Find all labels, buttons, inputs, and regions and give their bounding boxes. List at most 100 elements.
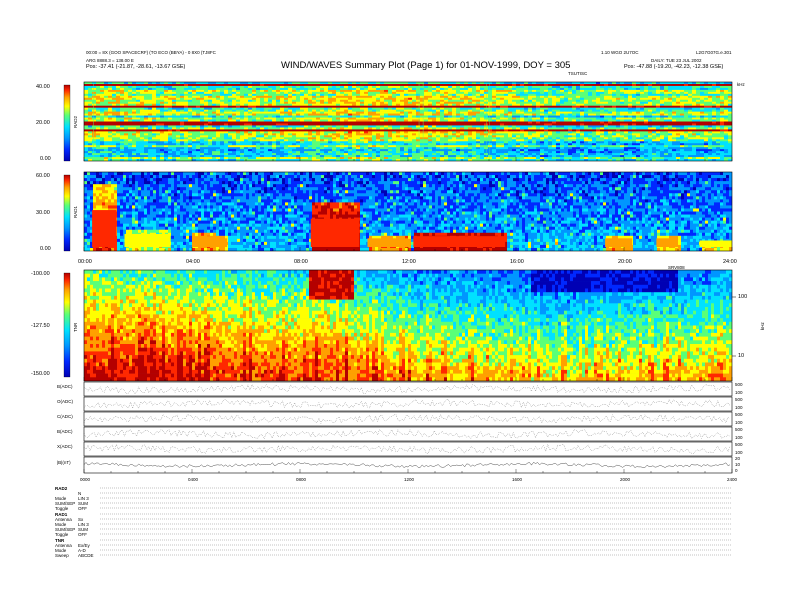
tnr-colorbar bbox=[63, 272, 71, 378]
time-axis-ticks bbox=[83, 157, 733, 473]
rad1-spectrogram bbox=[84, 172, 732, 251]
mode-rad1-row0-val: Sx bbox=[78, 517, 84, 522]
rad1-panel bbox=[63, 171, 733, 252]
mode-rad2-row1-key: Mode bbox=[55, 496, 67, 501]
tnr-tick-bottom: -150.00 bbox=[31, 371, 50, 377]
tnr-corner-label: SRV808 bbox=[668, 265, 685, 270]
rad1-colorbar bbox=[63, 174, 71, 252]
time-label-5: 20:00 bbox=[618, 259, 632, 265]
rad1-label: RAD1 bbox=[73, 205, 78, 218]
rad1-burst-7 bbox=[605, 238, 633, 247]
strip-frame-2 bbox=[83, 411, 733, 427]
rad1-burst-9 bbox=[699, 240, 732, 247]
header-date: DAILY: TUE 23 JUL 2002 bbox=[651, 58, 702, 63]
mode-tnr-row2-key: Sweep bbox=[55, 553, 69, 558]
bottom-time-1: 0400 bbox=[188, 477, 199, 482]
time-label-2: 08:00 bbox=[294, 259, 308, 265]
strip-label-1: O(ADC) bbox=[57, 399, 73, 404]
rad2-unit-label: kHz bbox=[737, 82, 745, 87]
mode-rad1-row1-key: Mode bbox=[55, 522, 67, 527]
strip-frame-1 bbox=[83, 396, 733, 412]
rad1-burst-1 bbox=[124, 233, 171, 247]
bottom-time-4: 1600 bbox=[512, 477, 523, 482]
header-pos-left: Pos: -37.41 (-21.87, -28.61, -13.67 GSE) bbox=[86, 64, 186, 70]
tnr-right-tick-100: 100 bbox=[738, 294, 748, 300]
mode-rad2-row0-val: N bbox=[78, 491, 82, 496]
time-label-0: 00:00 bbox=[78, 259, 92, 265]
rad1-burst-6 bbox=[413, 236, 506, 247]
mode-dotted-lines bbox=[100, 487, 732, 556]
rad1-burst-8 bbox=[656, 238, 678, 247]
time-label-6: 24:00 bbox=[723, 259, 737, 265]
strip-frame-4 bbox=[83, 441, 733, 457]
strip-trace-5 bbox=[83, 462, 731, 468]
time-label-3: 12:00 bbox=[402, 259, 416, 265]
time-series-strips bbox=[83, 381, 733, 474]
strip-3-tick-b: 100 bbox=[735, 435, 743, 440]
mode-tnr-title: TNR bbox=[55, 538, 65, 543]
mode-rad2-row3-key: Toggle bbox=[55, 506, 69, 511]
strip-4-tick-b: 100 bbox=[735, 450, 743, 455]
tnr-panel bbox=[63, 269, 736, 382]
rad2-colorbar bbox=[63, 84, 71, 162]
rad2-tick-mid: 20.00 bbox=[36, 120, 50, 126]
mode-rad2-row2-key: SUM/SEP bbox=[55, 501, 76, 506]
rad1-burst-4 bbox=[310, 218, 360, 247]
mode-rad2-row2-val: SUM bbox=[78, 501, 88, 506]
mode-tnr-row0-key: Antenna bbox=[55, 543, 72, 548]
mode-rad1-row2-val: SUM bbox=[78, 527, 88, 532]
strip-3-tick-a: 500 bbox=[735, 427, 743, 432]
strip-5-tick-a: 20 bbox=[735, 456, 741, 461]
time-label-1: 04:00 bbox=[186, 259, 200, 265]
bottom-time-3: 1200 bbox=[404, 477, 415, 482]
strip-label-5: |B|(nT) bbox=[57, 460, 71, 465]
header-pos-right: Pos: -47.88 (-19.20, -42.23, -12.38 GSE) bbox=[624, 64, 724, 70]
strip-frame-3 bbox=[83, 426, 733, 442]
tnr-right-unit: kHz bbox=[760, 322, 765, 330]
tnr-right-tick-10: 10 bbox=[738, 353, 745, 359]
strip-frame-0 bbox=[83, 381, 733, 397]
rad1-burst-3 bbox=[208, 238, 228, 247]
bottom-time-5: 2000 bbox=[620, 477, 631, 482]
strip-5-tick-b: 10 bbox=[735, 462, 741, 467]
mode-rad2-title: RAD2 bbox=[55, 486, 68, 491]
strip-trace-4 bbox=[83, 443, 731, 454]
rad2-label: RAD2 bbox=[73, 115, 78, 128]
strip-4-tick-a: 500 bbox=[735, 442, 743, 447]
rad2-tick-bottom: 0.00 bbox=[40, 156, 51, 162]
tnr-tick-top: -100.00 bbox=[31, 271, 50, 277]
bottom-time-6: 2400 bbox=[727, 477, 738, 482]
mode-rad2-row3-val: OFF bbox=[78, 506, 87, 511]
strip-label-3: B(ADC) bbox=[57, 429, 73, 434]
rad1-tick-mid: 30.00 bbox=[36, 210, 50, 216]
strip-2-tick-b: 100 bbox=[735, 420, 743, 425]
strip-1-tick-b: 100 bbox=[735, 405, 743, 410]
bottom-time-2: 0800 bbox=[296, 477, 307, 482]
rad2-panel bbox=[63, 81, 733, 162]
mode-rad1-row0-key: Antenna bbox=[55, 517, 72, 522]
bottom-time-0: 0000 bbox=[80, 477, 91, 482]
strip-trace-2 bbox=[83, 414, 731, 424]
header-file: L2G7G07G.e.301 bbox=[696, 50, 732, 55]
rad2-tick-top: 40.00 bbox=[36, 84, 50, 90]
mode-rad1-row2-key: SUM/SEP bbox=[55, 527, 76, 532]
rad1-burst-2 bbox=[192, 236, 214, 247]
strip-label-4: X(ADC) bbox=[57, 444, 73, 449]
mode-tnr-row1-val: A-D bbox=[78, 548, 86, 553]
strip-label-0: B(ADC) bbox=[57, 384, 73, 389]
time-label-4: 16:00 bbox=[510, 259, 524, 265]
rad2-spectrogram bbox=[84, 82, 732, 161]
mode-tnr-row0-val: Ex/Ey bbox=[78, 543, 90, 548]
header-arg-line: ARG 8888.3 = 138.00 E bbox=[86, 58, 134, 63]
rad1-tick-top: 60.00 bbox=[36, 173, 50, 179]
header-version: 1.10 WGO 2U7OC bbox=[601, 50, 639, 55]
rad1-tick-bottom: 0.00 bbox=[40, 246, 51, 252]
mode-rad1-row3-key: Toggle bbox=[55, 532, 69, 537]
mode-tnr-row1-key: Mode bbox=[55, 548, 67, 553]
strip-2-tick-a: 500 bbox=[735, 412, 743, 417]
mode-rad1-row3-val: OFF bbox=[78, 532, 87, 537]
tnr-spectrogram bbox=[84, 270, 732, 381]
tnr-tick-mid: -127.50 bbox=[31, 323, 50, 329]
strip-0-tick-b: 100 bbox=[735, 390, 743, 395]
